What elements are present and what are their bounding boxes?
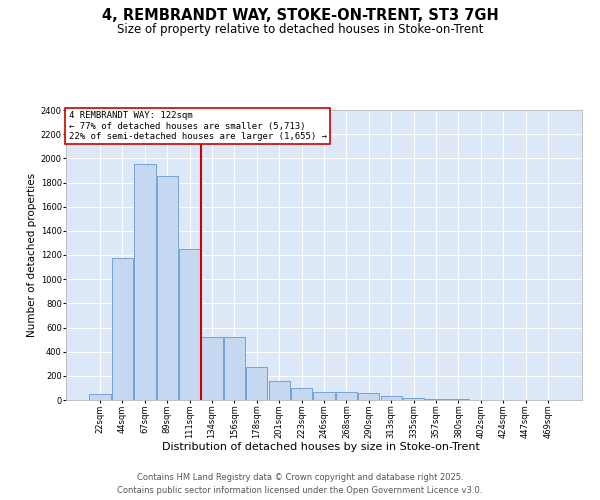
- Text: Distribution of detached houses by size in Stoke-on-Trent: Distribution of detached houses by size …: [162, 442, 480, 452]
- Bar: [179, 249, 200, 400]
- Bar: [425, 399, 446, 400]
- Bar: [269, 380, 290, 400]
- Bar: [336, 392, 357, 400]
- Bar: [224, 337, 245, 400]
- Bar: [291, 388, 312, 400]
- Bar: [358, 394, 379, 400]
- Bar: [246, 368, 268, 400]
- Y-axis label: Number of detached properties: Number of detached properties: [26, 173, 37, 337]
- Text: 4, REMBRANDT WAY, STOKE-ON-TRENT, ST3 7GH: 4, REMBRANDT WAY, STOKE-ON-TRENT, ST3 7G…: [101, 8, 499, 22]
- Bar: [202, 337, 223, 400]
- Bar: [157, 176, 178, 400]
- Text: 4 REMBRANDT WAY: 122sqm
← 77% of detached houses are smaller (5,713)
22% of semi: 4 REMBRANDT WAY: 122sqm ← 77% of detache…: [68, 112, 326, 141]
- Text: Contains HM Land Registry data © Crown copyright and database right 2025.
Contai: Contains HM Land Registry data © Crown c…: [118, 474, 482, 495]
- Bar: [89, 394, 111, 400]
- Bar: [112, 258, 133, 400]
- Text: Size of property relative to detached houses in Stoke-on-Trent: Size of property relative to detached ho…: [117, 22, 483, 36]
- Bar: [313, 392, 335, 400]
- Bar: [134, 164, 155, 400]
- Bar: [380, 396, 402, 400]
- Bar: [403, 398, 424, 400]
